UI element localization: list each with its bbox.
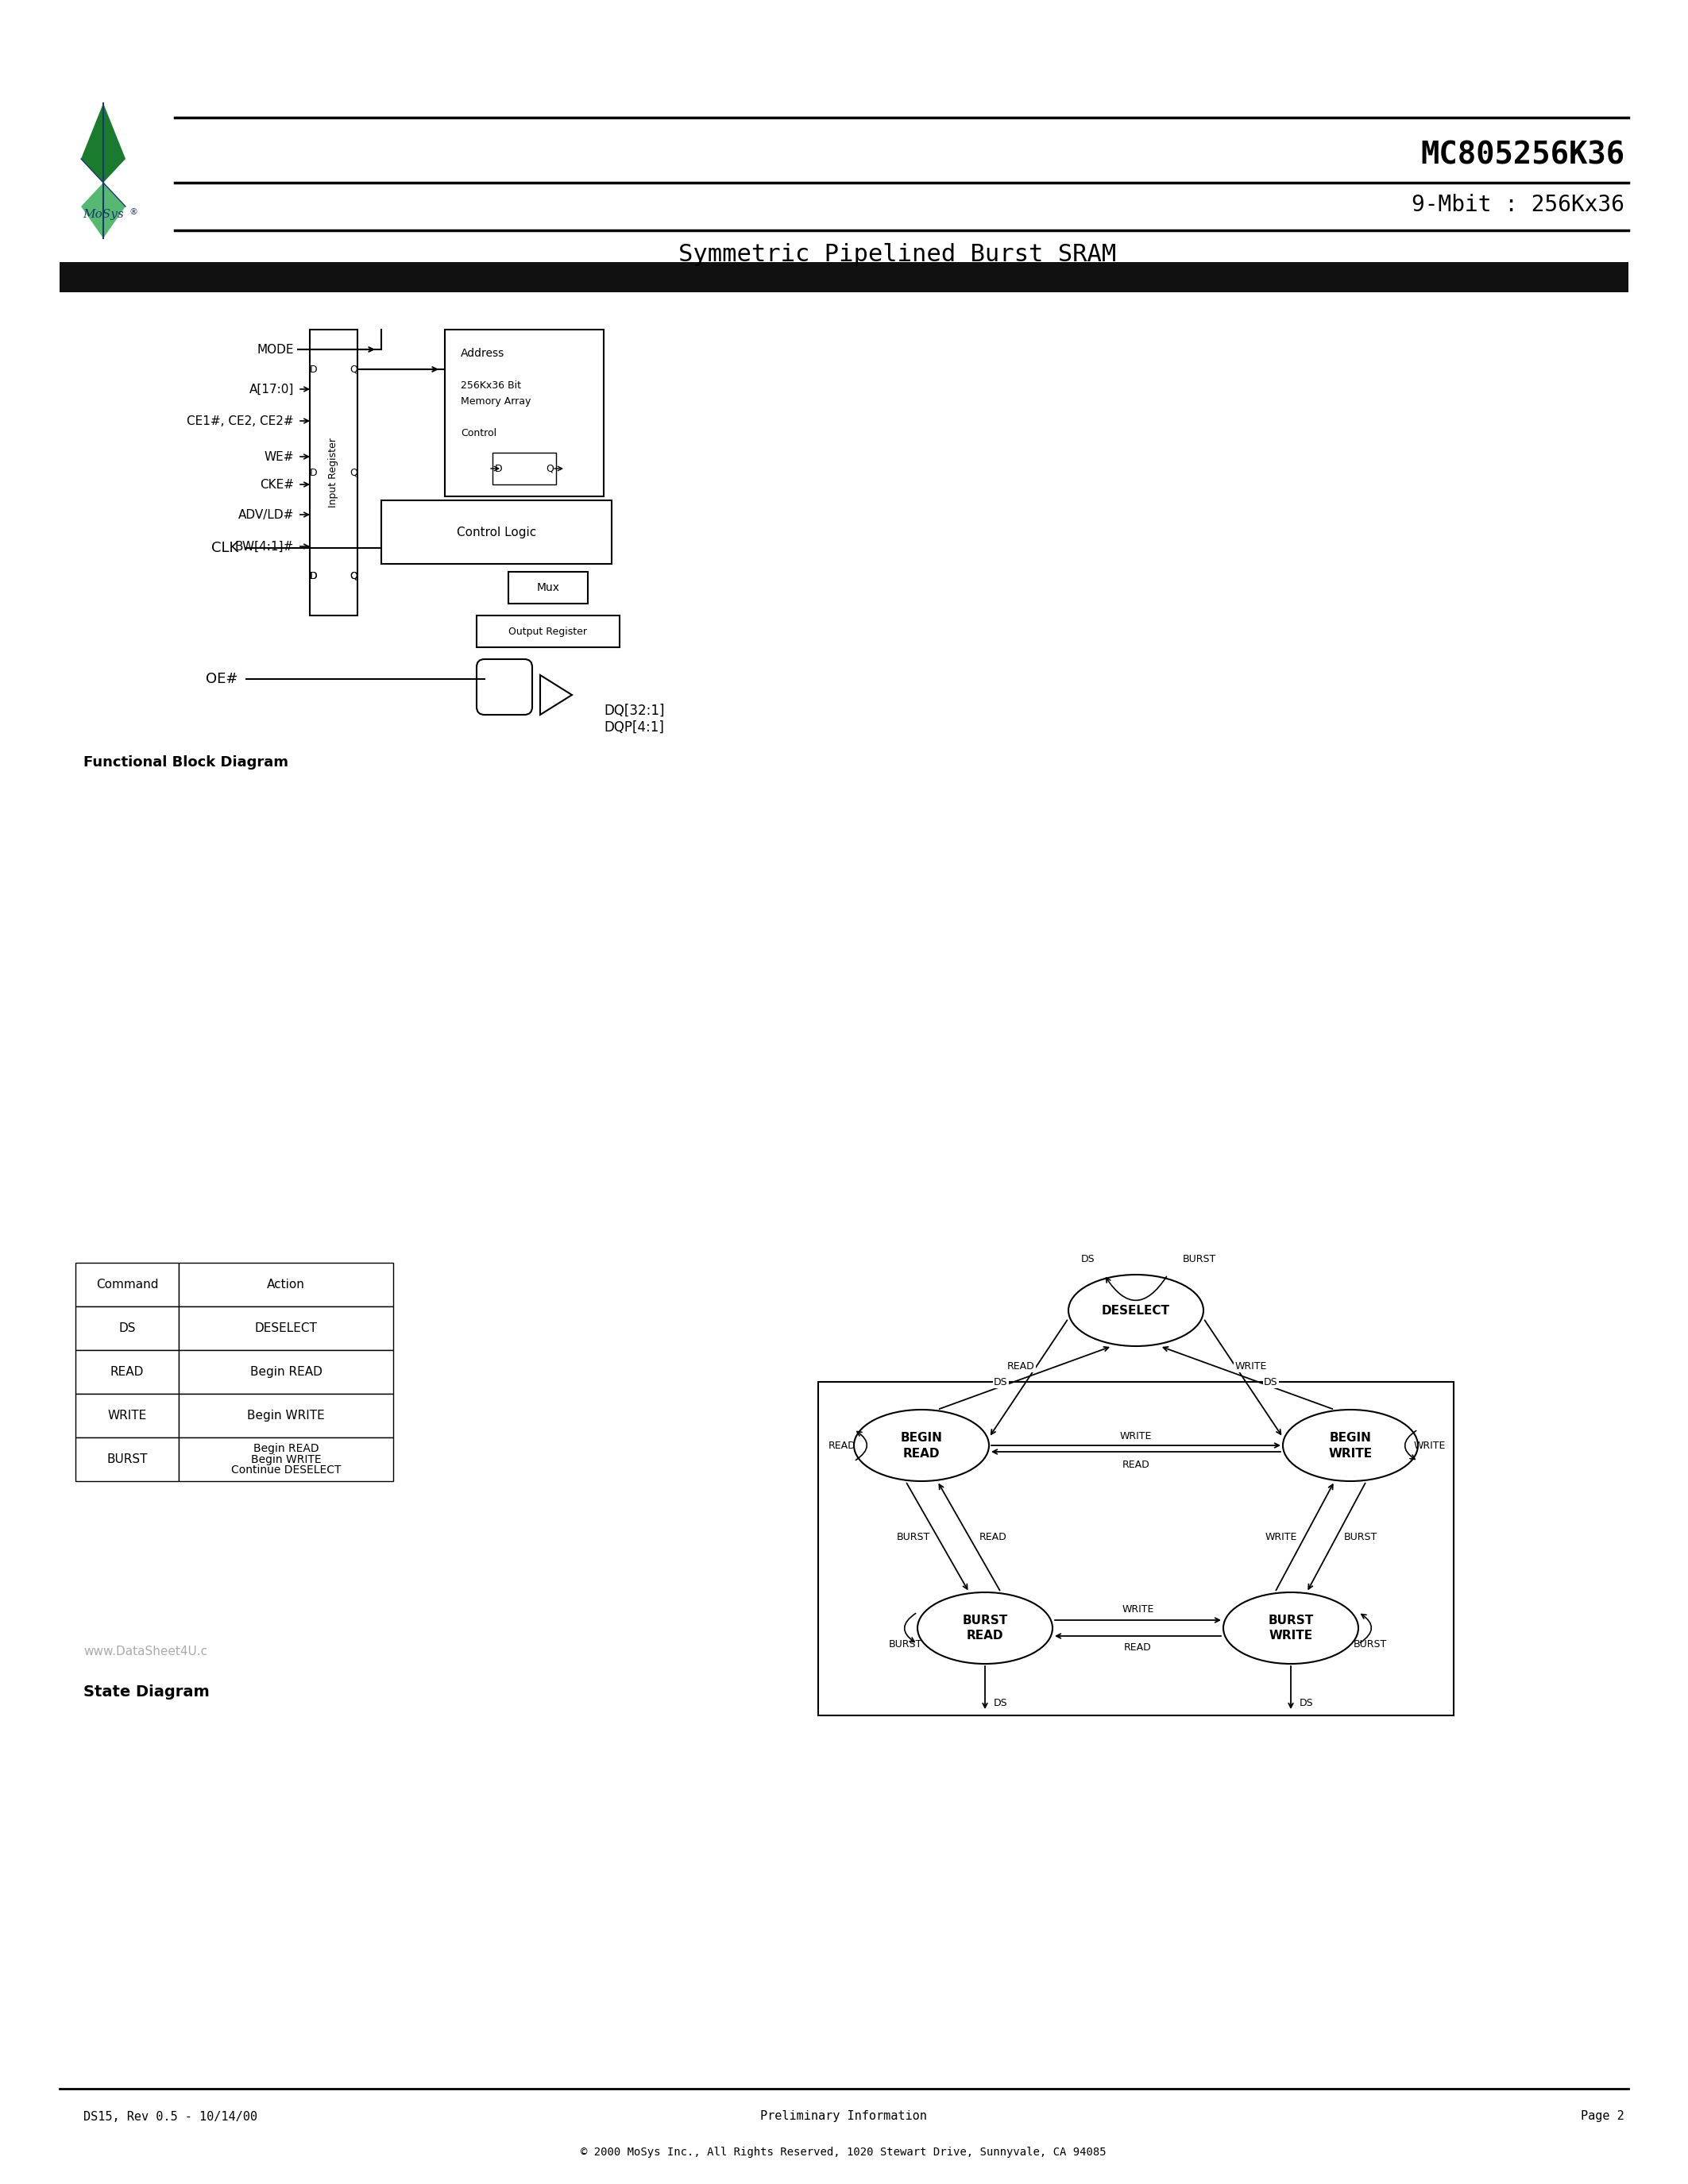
Text: 9-Mbit : 256Kx36: 9-Mbit : 256Kx36 <box>1411 194 1624 216</box>
Text: BURST: BURST <box>890 1638 922 1649</box>
FancyBboxPatch shape <box>179 1437 393 1481</box>
FancyBboxPatch shape <box>179 1262 393 1306</box>
Text: WRITE: WRITE <box>1119 1431 1151 1441</box>
Ellipse shape <box>918 1592 1053 1664</box>
Text: WRITE: WRITE <box>1269 1629 1313 1642</box>
Text: READ: READ <box>967 1629 1003 1642</box>
FancyBboxPatch shape <box>179 1393 393 1437</box>
Text: Memory Array: Memory Array <box>461 395 532 406</box>
Text: Control: Control <box>461 428 496 439</box>
Text: BURST: BURST <box>1268 1614 1313 1627</box>
Text: BURST: BURST <box>962 1614 1008 1627</box>
FancyBboxPatch shape <box>381 500 611 563</box>
Text: DS: DS <box>1264 1376 1278 1387</box>
Text: ADV/LD#: ADV/LD# <box>238 509 294 520</box>
Text: READ: READ <box>1008 1361 1035 1372</box>
Ellipse shape <box>1069 1275 1204 1345</box>
Text: WRITE: WRITE <box>108 1409 147 1422</box>
Text: BEGIN: BEGIN <box>900 1431 942 1444</box>
Text: DS: DS <box>1082 1254 1096 1265</box>
Text: A[17:0]: A[17:0] <box>250 382 294 395</box>
Text: DQ[32:1]
DQP[4:1]: DQ[32:1] DQP[4:1] <box>604 703 665 734</box>
Text: Preliminary Information: Preliminary Information <box>760 2110 927 2123</box>
Text: DS: DS <box>994 1699 1008 1708</box>
Text: READ: READ <box>1123 1459 1150 1470</box>
Polygon shape <box>540 675 572 714</box>
Text: Output Register: Output Register <box>508 627 587 636</box>
Text: BEGIN: BEGIN <box>1330 1431 1371 1444</box>
Text: D: D <box>495 463 503 474</box>
FancyBboxPatch shape <box>76 1393 179 1437</box>
Text: BURST: BURST <box>896 1531 930 1542</box>
Text: Q: Q <box>349 570 358 581</box>
Text: D: D <box>311 365 317 373</box>
Text: Page 2: Page 2 <box>1582 2110 1624 2123</box>
Text: Begin READ: Begin READ <box>250 1365 322 1378</box>
Text: CLK: CLK <box>211 542 238 555</box>
Ellipse shape <box>1224 1592 1359 1664</box>
Text: Mux: Mux <box>537 583 560 594</box>
Text: Input Register: Input Register <box>329 437 339 507</box>
Text: OE#: OE# <box>206 673 238 686</box>
Text: CE1#, CE2, CE2#: CE1#, CE2, CE2# <box>187 415 294 426</box>
Text: MODE: MODE <box>257 343 294 356</box>
Text: READ: READ <box>110 1365 143 1378</box>
FancyBboxPatch shape <box>76 1437 179 1481</box>
Text: BURST: BURST <box>1354 1638 1388 1649</box>
FancyBboxPatch shape <box>179 1306 393 1350</box>
Text: DS15, Rev 0.5 - 10/14/00: DS15, Rev 0.5 - 10/14/00 <box>83 2110 257 2123</box>
Text: CKE#: CKE# <box>260 478 294 491</box>
Text: BURST: BURST <box>106 1452 147 1465</box>
FancyBboxPatch shape <box>446 330 604 496</box>
FancyBboxPatch shape <box>179 1350 393 1393</box>
FancyBboxPatch shape <box>59 262 1629 293</box>
Text: Continue DESELECT: Continue DESELECT <box>231 1465 341 1476</box>
Text: ®: ® <box>128 207 138 216</box>
Text: DESELECT: DESELECT <box>255 1321 317 1334</box>
Text: WRITE: WRITE <box>1264 1531 1296 1542</box>
Text: © 2000 MoSys Inc., All Rights Reserved, 1020 Stewart Drive, Sunnyvale, CA 94085: © 2000 MoSys Inc., All Rights Reserved, … <box>581 2147 1106 2158</box>
Polygon shape <box>81 103 125 183</box>
Text: DS: DS <box>994 1376 1008 1387</box>
Text: Begin READ: Begin READ <box>253 1444 319 1455</box>
Text: D: D <box>311 570 317 581</box>
Text: Q: Q <box>545 463 554 474</box>
Text: BURST: BURST <box>1183 1254 1217 1265</box>
Text: READ: READ <box>903 1448 940 1459</box>
Ellipse shape <box>1283 1409 1418 1481</box>
Text: 256Kx36 Bit: 256Kx36 Bit <box>461 380 522 391</box>
FancyBboxPatch shape <box>311 330 358 616</box>
Text: Action: Action <box>267 1278 306 1291</box>
Text: WRITE: WRITE <box>1236 1361 1268 1372</box>
FancyBboxPatch shape <box>476 660 532 714</box>
Text: BW[4:1]#: BW[4:1]# <box>235 539 294 553</box>
Text: WRITE: WRITE <box>1328 1448 1372 1459</box>
Text: READ: READ <box>829 1439 856 1450</box>
Text: BURST: BURST <box>1344 1531 1377 1542</box>
Text: Control Logic: Control Logic <box>457 526 537 537</box>
Text: Q: Q <box>349 365 358 373</box>
Text: Command: Command <box>96 1278 159 1291</box>
Text: MoSys: MoSys <box>83 210 123 221</box>
Text: DS: DS <box>118 1321 135 1334</box>
Text: WRITE: WRITE <box>1123 1603 1155 1614</box>
Text: www.DataSheet4U.c: www.DataSheet4U.c <box>83 1647 208 1658</box>
Text: READ: READ <box>979 1531 1006 1542</box>
Text: DS: DS <box>1300 1699 1313 1708</box>
Text: Q: Q <box>349 467 358 478</box>
Text: D: D <box>311 570 317 581</box>
FancyBboxPatch shape <box>76 1306 179 1350</box>
Text: READ: READ <box>1124 1642 1151 1653</box>
Text: WRITE: WRITE <box>1415 1439 1447 1450</box>
Text: D: D <box>311 467 317 478</box>
FancyBboxPatch shape <box>508 572 587 603</box>
FancyBboxPatch shape <box>76 1350 179 1393</box>
Text: Begin WRITE: Begin WRITE <box>252 1455 321 1465</box>
FancyBboxPatch shape <box>76 1262 179 1306</box>
Text: DESELECT: DESELECT <box>1102 1304 1170 1317</box>
FancyBboxPatch shape <box>476 616 619 646</box>
Ellipse shape <box>854 1409 989 1481</box>
Text: WE#: WE# <box>263 450 294 463</box>
Text: Q: Q <box>349 570 358 581</box>
Text: Symmetric Pipelined Burst SRAM: Symmetric Pipelined Burst SRAM <box>679 242 1116 266</box>
